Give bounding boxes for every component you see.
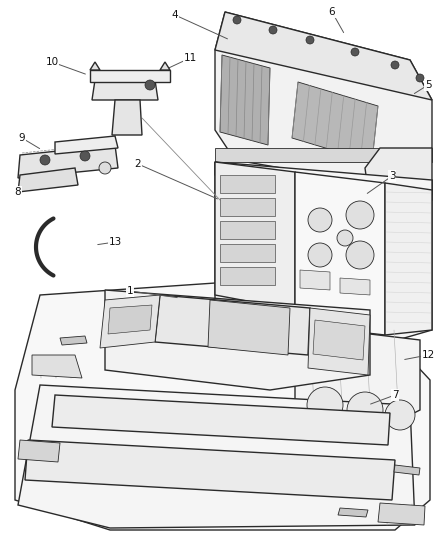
Polygon shape (90, 70, 170, 82)
Polygon shape (300, 270, 330, 290)
Circle shape (269, 26, 277, 34)
Polygon shape (215, 162, 295, 310)
Circle shape (99, 162, 111, 174)
Polygon shape (100, 295, 160, 348)
Circle shape (308, 243, 332, 267)
Polygon shape (215, 148, 432, 162)
Polygon shape (112, 100, 142, 135)
Circle shape (391, 61, 399, 69)
Polygon shape (15, 282, 430, 530)
Polygon shape (208, 300, 290, 355)
Polygon shape (155, 295, 310, 355)
Circle shape (346, 241, 374, 269)
Polygon shape (160, 62, 170, 70)
Polygon shape (338, 508, 368, 517)
Polygon shape (365, 148, 432, 210)
Polygon shape (90, 62, 100, 70)
Text: 3: 3 (389, 171, 396, 181)
Text: 2: 2 (135, 159, 141, 169)
Text: 1: 1 (127, 286, 133, 296)
Text: 5: 5 (425, 80, 431, 90)
Polygon shape (215, 162, 432, 345)
Polygon shape (108, 305, 152, 334)
Circle shape (306, 36, 314, 44)
Polygon shape (55, 136, 118, 154)
Polygon shape (215, 12, 432, 185)
Polygon shape (60, 336, 87, 345)
Circle shape (80, 151, 90, 161)
Bar (220, 267, 275, 285)
Polygon shape (295, 325, 420, 430)
Polygon shape (18, 168, 78, 192)
Polygon shape (220, 55, 270, 145)
Polygon shape (340, 278, 370, 295)
Text: 9: 9 (19, 133, 25, 143)
Circle shape (351, 48, 359, 56)
Polygon shape (105, 290, 370, 390)
Circle shape (346, 201, 374, 229)
Circle shape (40, 155, 50, 165)
Polygon shape (295, 172, 385, 335)
Polygon shape (308, 308, 370, 375)
Polygon shape (394, 465, 420, 475)
Circle shape (416, 74, 424, 82)
Circle shape (385, 400, 415, 430)
Polygon shape (313, 320, 365, 360)
Circle shape (307, 387, 343, 423)
Text: 8: 8 (15, 187, 21, 197)
Polygon shape (25, 440, 395, 500)
Bar (220, 244, 275, 262)
Polygon shape (18, 440, 60, 462)
Bar (220, 198, 275, 216)
Circle shape (233, 16, 241, 24)
Bar (220, 175, 275, 193)
Text: 12: 12 (421, 350, 434, 360)
Text: 13: 13 (108, 237, 122, 247)
Circle shape (347, 392, 383, 428)
Circle shape (145, 80, 155, 90)
Polygon shape (215, 12, 432, 100)
Polygon shape (215, 162, 432, 195)
Circle shape (337, 230, 353, 246)
Polygon shape (92, 80, 158, 100)
Polygon shape (52, 395, 390, 445)
Polygon shape (18, 385, 415, 528)
Circle shape (308, 208, 332, 232)
Bar (220, 221, 275, 239)
Polygon shape (18, 145, 118, 178)
Text: 6: 6 (328, 7, 336, 17)
Polygon shape (292, 82, 378, 162)
Polygon shape (378, 503, 425, 525)
Text: 7: 7 (392, 390, 398, 400)
Text: 4: 4 (172, 10, 178, 20)
Polygon shape (32, 355, 82, 378)
Text: 11: 11 (184, 53, 197, 63)
Text: 10: 10 (46, 57, 59, 67)
Polygon shape (385, 183, 432, 335)
